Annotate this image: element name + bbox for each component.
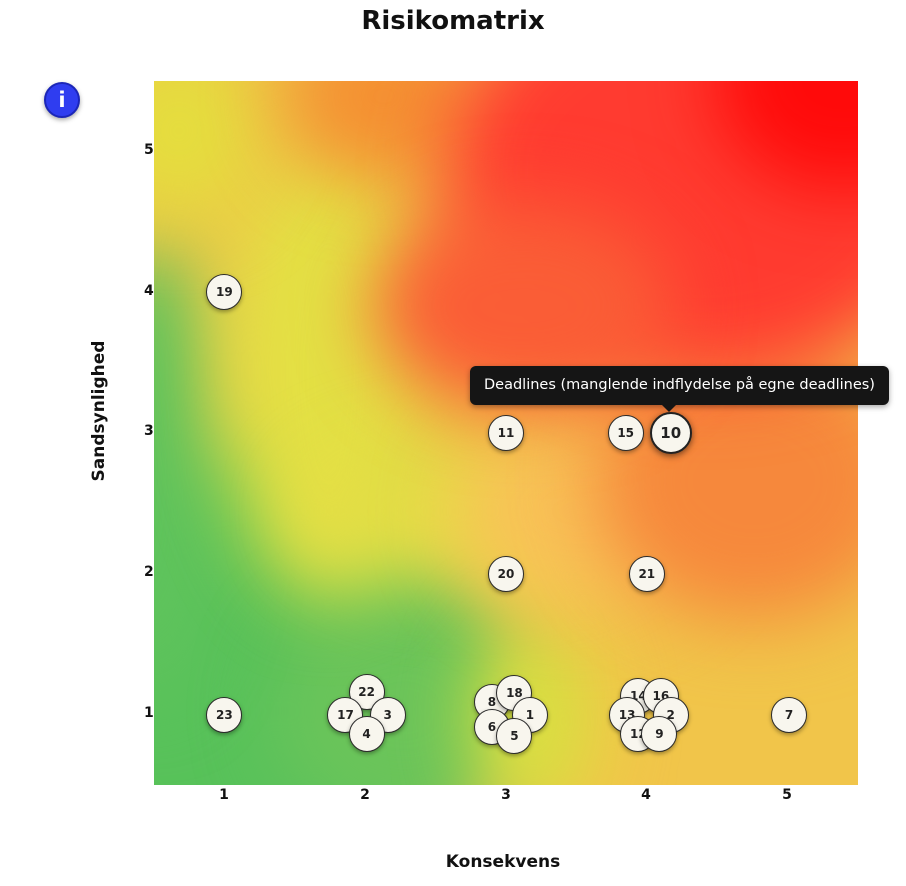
y-axis-label: Sandsynlighed <box>89 340 109 482</box>
y-tick-label: 2 <box>144 564 154 580</box>
risk-marker-11[interactable]: 11 <box>488 415 524 451</box>
risk-marker-9[interactable]: 9 <box>641 716 678 753</box>
risk-marker-21[interactable]: 21 <box>628 555 665 592</box>
x-tick-label: 1 <box>219 787 229 803</box>
risk-marker-15[interactable]: 15 <box>607 415 644 451</box>
y-tick-label: 3 <box>144 423 154 439</box>
heat-zone-yellow-corner <box>154 81 264 221</box>
risk-heatmap <box>154 81 858 785</box>
risk-marker-5[interactable]: 5 <box>496 717 533 754</box>
info-icon[interactable]: i <box>44 82 80 118</box>
y-tick-label: 1 <box>144 705 154 721</box>
x-tick-label: 2 <box>360 787 370 803</box>
risk-marker-7[interactable]: 7 <box>771 696 807 733</box>
y-tick-label: 5 <box>144 142 154 158</box>
x-tick-label: 4 <box>641 787 651 803</box>
y-tick-label: 4 <box>144 283 154 299</box>
risk-marker-20[interactable]: 20 <box>488 555 524 592</box>
risk-marker-10[interactable]: 10 <box>649 412 692 454</box>
risk-marker-23[interactable]: 23 <box>206 696 243 733</box>
risk-marker-4[interactable]: 4 <box>348 716 385 753</box>
risk-tooltip: Deadlines (manglende indflydelse på egne… <box>470 366 889 412</box>
risk-marker-19[interactable]: 19 <box>206 274 243 311</box>
chart-title: Risikomatrix <box>361 6 545 36</box>
x-tick-label: 5 <box>782 787 792 803</box>
x-axis-label: Konsekvens <box>445 852 561 872</box>
x-tick-label: 3 <box>501 787 511 803</box>
